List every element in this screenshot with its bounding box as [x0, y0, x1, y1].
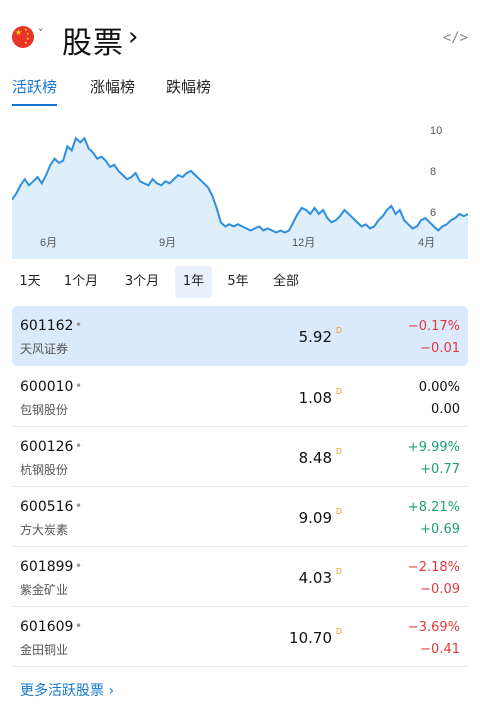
china-flag-icon[interactable]: ★ ★ ★ ★ ★	[12, 26, 34, 48]
stock-name: 包钢股份	[20, 403, 69, 417]
x-tick-label: 9月	[159, 237, 176, 249]
change-percent: −2.18%	[407, 560, 460, 575]
stock-symbol: 601609	[20, 619, 74, 635]
period-3m[interactable]: 3个月	[124, 274, 160, 289]
y-tick-label: 10	[430, 125, 442, 137]
change-value: −0.41	[420, 642, 460, 657]
change-value: −0.01	[420, 341, 460, 356]
stock-symbol: 601162	[20, 318, 74, 334]
tab-top-gainers[interactable]: 涨幅榜	[90, 78, 136, 96]
market-status-dot: •	[75, 379, 83, 393]
price-chart[interactable]: 10 8 6 6月 9月 12月 4月	[12, 118, 468, 260]
stock-price: 8.48	[298, 449, 332, 467]
change-percent: −3.69%	[407, 620, 460, 635]
x-tick-label: 12月	[292, 237, 315, 249]
period-1m[interactable]: 1个月	[63, 274, 99, 289]
delayed-marker: D	[335, 447, 342, 456]
stock-price: 4.03	[298, 569, 332, 587]
more-active-stocks-link[interactable]: 更多活跃股票 ›	[20, 683, 115, 699]
stock-name: 金田铜业	[20, 643, 69, 657]
delayed-marker: D	[335, 326, 342, 335]
period-5y[interactable]: 5年	[227, 274, 249, 289]
stock-name: 紫金矿业	[20, 583, 69, 597]
period-all[interactable]: 全部	[272, 274, 299, 289]
change-percent: +8.21%	[407, 500, 460, 515]
change-percent: −0.17%	[407, 319, 460, 334]
market-status-dot: •	[75, 439, 83, 453]
period-1y[interactable]: 1年	[175, 266, 212, 298]
market-status-dot: •	[75, 619, 83, 633]
stock-price: 9.09	[298, 509, 332, 527]
stock-symbol: 600010	[20, 379, 74, 395]
y-tick-label: 8	[430, 166, 436, 178]
stock-price: 1.08	[298, 389, 332, 407]
delayed-marker: D	[335, 387, 342, 396]
delayed-marker: D	[335, 567, 342, 576]
change-value: 0.00	[431, 402, 460, 417]
embed-code-icon[interactable]: </>	[442, 30, 468, 46]
change-percent: +9.99%	[407, 440, 460, 455]
stock-row[interactable]: 601162 • 天风证券 5.92 D −0.17% −0.01	[12, 306, 468, 366]
stock-row[interactable]: 600126 • 杭钢股份 8.48 D +9.99% +0.77	[12, 427, 468, 487]
stock-price: 10.70	[289, 629, 332, 647]
stock-symbol: 601899	[20, 559, 74, 575]
stock-name: 方大炭素	[20, 523, 69, 537]
page-title[interactable]: 股票	[62, 26, 124, 61]
y-tick-label: 6	[430, 207, 436, 219]
stock-row[interactable]: 601899 • 紫金矿业 4.03 D −2.18% −0.09	[12, 547, 468, 607]
change-value: −0.09	[420, 582, 460, 597]
stock-price: 5.92	[298, 328, 332, 346]
chevron-down-icon[interactable]: ˅	[38, 27, 44, 40]
market-status-dot: •	[75, 499, 83, 513]
x-tick-label: 6月	[40, 237, 57, 249]
stock-symbol: 600516	[20, 499, 74, 515]
change-value: +0.69	[420, 522, 460, 537]
period-1d[interactable]: 1天	[19, 274, 41, 289]
stock-row[interactable]: 600010 • 包钢股份 1.08 D 0.00% 0.00	[12, 367, 468, 427]
chart-area-fill	[12, 138, 468, 259]
header: ★ ★ ★ ★ ★ ˅ 股票 › </>	[0, 0, 480, 72]
market-status-dot: •	[75, 318, 83, 332]
delayed-marker: D	[335, 627, 342, 636]
chart-series-line	[12, 136, 468, 234]
x-tick-label: 4月	[418, 237, 435, 249]
stock-row[interactable]: 601609 • 金田铜业 10.70 D −3.69% −0.41	[12, 607, 468, 667]
tab-top-losers[interactable]: 跌幅榜	[166, 78, 212, 96]
delayed-marker: D	[335, 507, 342, 516]
market-status-dot: •	[75, 559, 83, 573]
stock-name: 天风证券	[20, 342, 69, 356]
stock-row[interactable]: 600516 • 方大炭素 9.09 D +8.21% +0.69	[12, 487, 468, 547]
change-value: +0.77	[420, 462, 460, 477]
change-percent: 0.00%	[418, 380, 460, 395]
tab-most-active[interactable]: 活跃榜	[12, 76, 58, 106]
stock-name: 杭钢股份	[20, 463, 69, 477]
chevron-right-icon[interactable]: ›	[128, 22, 139, 52]
stock-symbol: 600126	[20, 439, 74, 455]
